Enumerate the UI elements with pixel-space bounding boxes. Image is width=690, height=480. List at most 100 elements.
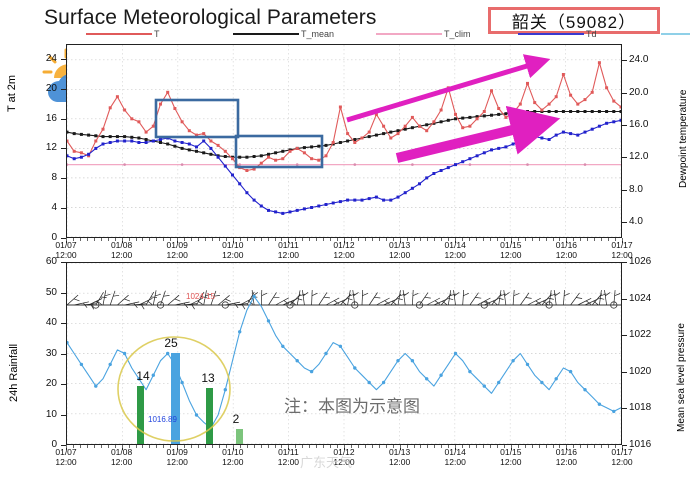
axis-tick-label: 20.0 xyxy=(629,86,649,98)
x-axis-minor-tick xyxy=(406,238,408,241)
axis-tick-label: 50 xyxy=(45,286,57,298)
x-axis-minor-tick xyxy=(580,238,582,241)
x-axis-minor-tick xyxy=(309,445,311,448)
legend-item-mslp[interactable]: Mslp xyxy=(661,27,690,41)
x-axis-minor-tick xyxy=(337,445,339,448)
x-axis-minor-tick xyxy=(246,238,248,241)
x-axis-minor-tick xyxy=(316,445,318,448)
bottom-watermark: 广东天气 xyxy=(300,456,353,471)
x-axis-tick-mark xyxy=(455,238,457,243)
x-axis-minor-tick xyxy=(218,238,220,241)
x-axis-minor-tick xyxy=(350,445,352,448)
axis-tick-mark xyxy=(622,371,627,373)
x-axis-minor-tick xyxy=(420,445,422,448)
x-axis-minor-tick xyxy=(517,445,519,448)
x-axis-minor-tick xyxy=(364,445,366,448)
bottom-gridlines xyxy=(67,263,621,444)
axis-tick-mark xyxy=(622,157,627,159)
x-axis-minor-tick xyxy=(469,238,471,241)
axis-tick-label: 1026 xyxy=(629,256,652,267)
x-axis-minor-tick xyxy=(566,238,568,241)
x-axis-minor-tick xyxy=(385,445,387,448)
x-axis-tick-mark xyxy=(510,238,512,243)
x-axis-tick-mark xyxy=(232,238,234,243)
schematic-note: 注：本图为示意图 xyxy=(284,397,420,417)
x-axis-minor-tick xyxy=(114,238,116,241)
legend-item-t[interactable]: T xyxy=(86,27,160,41)
x-axis-minor-tick xyxy=(344,238,345,241)
x-axis-minor-tick xyxy=(86,445,88,448)
x-axis-minor-tick xyxy=(601,238,603,241)
x-axis-minor-tick xyxy=(538,445,540,448)
legend-item-td[interactable]: Td xyxy=(518,27,597,41)
x-axis-tick-label: 01/15 12:00 xyxy=(500,240,522,260)
x-axis-tick-label: 01/14 12:00 xyxy=(444,447,466,467)
x-axis-minor-tick xyxy=(427,238,429,241)
axis-tick-mark xyxy=(622,92,627,94)
x-axis-tick-label: 01/07 12:00 xyxy=(55,240,77,260)
x-axis-minor-tick xyxy=(489,445,491,448)
x-axis-minor-tick xyxy=(163,238,165,241)
x-axis-tick-label: 01/16 12:00 xyxy=(555,447,578,467)
x-axis-minor-tick xyxy=(510,238,512,241)
axis-tick-label: 8 xyxy=(51,172,57,184)
x-axis-minor-tick xyxy=(441,238,443,241)
x-axis-minor-tick xyxy=(93,238,95,241)
bottom-annotations xyxy=(117,336,231,442)
x-axis-minor-tick xyxy=(128,445,130,448)
x-axis-minor-tick xyxy=(142,238,144,241)
x-axis-minor-tick xyxy=(476,238,478,241)
y-axis-label-left-bottom: 24h Rainfall xyxy=(8,343,20,402)
legend-item-t_mean[interactable]: T_mean xyxy=(233,27,334,41)
x-axis-minor-tick xyxy=(239,238,241,241)
x-axis-minor-tick xyxy=(253,238,255,241)
x-axis-minor-tick xyxy=(462,445,464,448)
temperature-plot-canvas xyxy=(67,45,621,237)
axis-tick-label: 1024 xyxy=(629,292,652,304)
x-axis-minor-tick xyxy=(587,445,589,448)
x-axis-minor-tick xyxy=(357,445,359,448)
x-axis-minor-tick xyxy=(274,445,276,448)
axis-tick-mark xyxy=(622,221,627,223)
x-axis-minor-tick xyxy=(559,445,561,448)
x-axis-minor-tick xyxy=(448,238,450,241)
x-axis-minor-tick xyxy=(378,445,380,448)
x-axis-minor-tick xyxy=(135,445,137,448)
x-axis-minor-tick xyxy=(107,445,109,448)
x-axis-minor-tick xyxy=(587,238,589,241)
x-axis-minor-tick xyxy=(156,238,158,241)
x-axis-minor-tick xyxy=(281,445,283,448)
y-axis-label-left-top: T at 2m xyxy=(6,74,18,112)
axis-tick-mark xyxy=(61,445,66,446)
x-axis-minor-tick xyxy=(601,445,603,448)
rainfall-plot-canvas xyxy=(67,263,621,444)
x-axis-minor-tick xyxy=(211,445,213,448)
x-axis-minor-tick xyxy=(114,445,116,448)
legend-swatch-mslp xyxy=(661,33,690,35)
legend-label: T xyxy=(154,29,160,39)
x-axis-tick-mark xyxy=(622,445,623,450)
x-axis-minor-tick xyxy=(205,238,206,241)
legend-item-t_clim[interactable]: T_clim xyxy=(376,27,471,41)
x-axis-minor-tick xyxy=(483,238,484,241)
x-axis-minor-tick xyxy=(232,445,234,448)
x-axis-minor-tick xyxy=(510,445,512,448)
x-axis-minor-tick xyxy=(225,238,227,241)
x-axis-tick-mark xyxy=(566,238,568,243)
x-axis-minor-tick xyxy=(573,238,575,241)
x-axis-tick-mark xyxy=(121,445,123,450)
x-axis-minor-tick xyxy=(72,238,74,241)
axis-tick-label: 1018 xyxy=(629,402,652,414)
x-axis-minor-tick xyxy=(246,445,248,448)
x-axis-minor-tick xyxy=(184,445,186,448)
x-axis-minor-tick xyxy=(455,445,457,448)
x-axis-minor-tick xyxy=(531,238,533,241)
x-axis-tick-mark xyxy=(344,238,345,243)
x-axis-minor-tick xyxy=(406,445,408,448)
x-axis-minor-tick xyxy=(100,238,102,241)
y-axis-label-right-top: Dewpoint temperature xyxy=(678,89,689,188)
x-axis-minor-tick xyxy=(420,238,422,241)
x-axis-minor-tick xyxy=(260,445,262,448)
x-axis-minor-tick xyxy=(538,238,540,241)
